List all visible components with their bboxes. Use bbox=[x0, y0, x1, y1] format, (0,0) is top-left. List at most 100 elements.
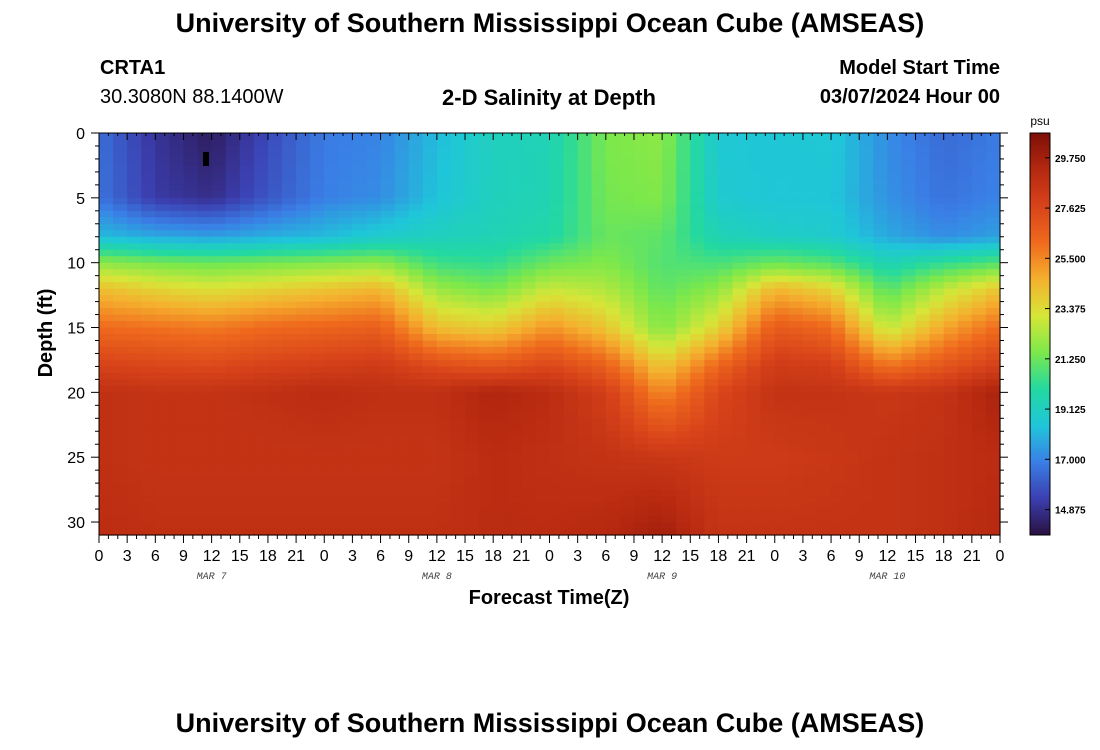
heatmap-cell bbox=[380, 463, 396, 471]
heatmap-cell bbox=[690, 133, 705, 141]
heatmap-cell bbox=[859, 171, 874, 179]
heatmap-cell bbox=[183, 418, 199, 426]
heatmap-cell bbox=[253, 496, 269, 504]
heatmap-cell bbox=[394, 405, 410, 413]
heatmap-cell bbox=[718, 152, 734, 160]
heatmap-cell bbox=[943, 385, 959, 393]
heatmap-cell bbox=[816, 269, 832, 277]
heatmap-cell bbox=[774, 476, 790, 484]
heatmap-cell bbox=[127, 418, 142, 426]
heatmap-cell bbox=[802, 145, 818, 154]
heatmap-cell bbox=[479, 139, 494, 147]
heatmap-cell bbox=[493, 139, 508, 147]
heatmap-cell bbox=[816, 321, 832, 329]
heatmap-cell bbox=[704, 282, 720, 290]
heatmap-cell bbox=[169, 301, 185, 309]
heatmap-cell bbox=[831, 476, 846, 484]
heatmap-cell bbox=[915, 308, 931, 316]
heatmap-cell bbox=[704, 178, 720, 186]
heatmap-cell bbox=[591, 223, 607, 231]
heatmap-cell bbox=[521, 269, 537, 277]
heatmap-cell bbox=[352, 204, 368, 212]
heatmap-cell bbox=[436, 178, 452, 186]
heatmap-cell bbox=[802, 437, 818, 445]
heatmap-cell bbox=[225, 230, 241, 238]
heatmap-cell bbox=[718, 359, 734, 368]
heatmap-cell bbox=[633, 398, 649, 406]
heatmap-cell bbox=[802, 308, 818, 316]
heatmap-cell bbox=[676, 418, 691, 426]
heatmap-cell bbox=[971, 509, 987, 517]
heatmap-cell bbox=[831, 334, 846, 342]
heatmap-cell bbox=[648, 398, 663, 406]
heatmap-cell bbox=[296, 217, 311, 225]
heatmap-cell bbox=[380, 158, 396, 167]
heatmap-cell bbox=[831, 359, 846, 368]
heatmap-cell bbox=[225, 385, 241, 393]
heatmap-cell bbox=[774, 411, 790, 419]
heatmap-cell bbox=[732, 424, 748, 432]
heatmap-cell bbox=[577, 171, 593, 179]
heatmap-cell bbox=[324, 515, 339, 523]
heatmap-cell bbox=[971, 269, 987, 277]
heatmap-cell bbox=[253, 295, 269, 303]
heatmap-cell bbox=[521, 204, 537, 212]
heatmap-cell bbox=[366, 223, 382, 231]
heatmap-cell bbox=[619, 269, 635, 277]
heatmap-cell bbox=[450, 165, 466, 173]
heatmap-cell bbox=[493, 366, 508, 374]
heatmap-cell bbox=[873, 171, 888, 179]
heatmap-cell bbox=[239, 496, 255, 504]
heatmap-cell bbox=[183, 217, 199, 225]
heatmap-cell bbox=[605, 334, 621, 342]
heatmap-cell bbox=[479, 489, 494, 497]
heatmap-cell bbox=[380, 223, 396, 231]
heatmap-cell bbox=[394, 133, 410, 141]
heatmap-cell bbox=[577, 515, 593, 523]
heatmap-cell bbox=[676, 217, 691, 225]
heatmap-cell bbox=[197, 301, 213, 309]
heatmap-cell bbox=[746, 340, 762, 348]
heatmap-cell bbox=[239, 158, 255, 167]
heatmap-cell bbox=[535, 502, 551, 510]
heatmap-cell bbox=[239, 457, 255, 465]
heatmap-cell bbox=[985, 308, 1001, 316]
heatmap-cell bbox=[380, 152, 396, 160]
heatmap-cell bbox=[619, 366, 635, 374]
heatmap-cell bbox=[239, 139, 255, 147]
heatmap-cell bbox=[774, 450, 790, 458]
heatmap-cell bbox=[859, 346, 874, 355]
heatmap-cell bbox=[253, 340, 269, 348]
heatmap-cell bbox=[648, 502, 663, 510]
heatmap-cell bbox=[197, 509, 213, 517]
heatmap-cell bbox=[718, 262, 734, 270]
heatmap-cell bbox=[183, 236, 199, 244]
heatmap-cell bbox=[408, 321, 424, 329]
heatmap-cell bbox=[113, 372, 128, 380]
heatmap-cell bbox=[197, 191, 213, 199]
heatmap-cell bbox=[197, 463, 213, 471]
heatmap-cell bbox=[422, 528, 438, 536]
heatmap-cell bbox=[239, 392, 255, 400]
heatmap-cell bbox=[971, 515, 987, 523]
heatmap-cell bbox=[338, 321, 354, 329]
heatmap-cell bbox=[943, 171, 959, 179]
heatmap-cell bbox=[282, 379, 297, 387]
heatmap-cell bbox=[507, 139, 522, 147]
heatmap-cell bbox=[507, 450, 522, 458]
heatmap-cell bbox=[422, 295, 438, 303]
heatmap-cell bbox=[901, 269, 917, 277]
heatmap-cell bbox=[802, 424, 818, 432]
heatmap-cell bbox=[915, 236, 931, 244]
heatmap-cell bbox=[394, 184, 410, 192]
heatmap-cell bbox=[197, 256, 213, 264]
heatmap-cell bbox=[253, 256, 269, 264]
heatmap-cell bbox=[239, 308, 255, 316]
heatmap-cell bbox=[267, 398, 283, 406]
heatmap-cell bbox=[774, 275, 790, 283]
heatmap-cell bbox=[746, 502, 762, 510]
heatmap-cell bbox=[845, 178, 860, 186]
heatmap-cell bbox=[479, 314, 494, 322]
heatmap-cell bbox=[957, 282, 973, 290]
heatmap-cell bbox=[957, 489, 973, 497]
